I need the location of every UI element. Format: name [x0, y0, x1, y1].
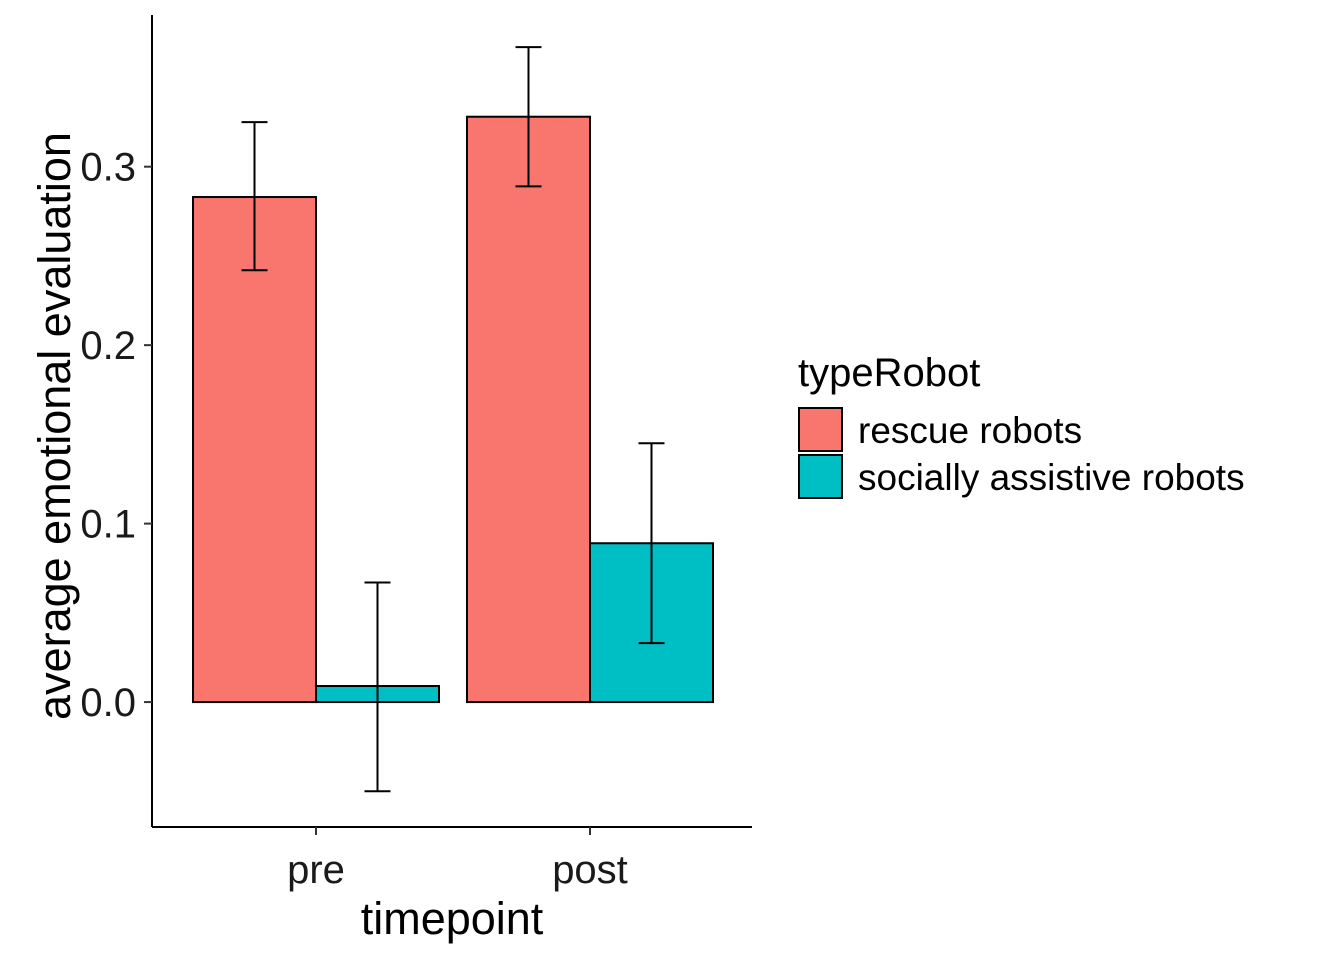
- errorbar-pre-series-0: [241, 121, 268, 272]
- legend-label-rescue-robots: rescue robots: [858, 410, 1082, 451]
- errorbars-layer: [241, 46, 665, 793]
- legend: typeRobot rescue robots socially assisti…: [798, 351, 1245, 499]
- legend-label-socially-assistive-robots: socially assistive robots: [858, 457, 1245, 498]
- x-axis-title: timepoint: [361, 893, 544, 944]
- errorbar-post-series-0: [515, 46, 542, 188]
- bar-post-series-0: [466, 115, 591, 704]
- bars-layer: [192, 115, 714, 704]
- legend-key-socially-assistive-robots: [798, 454, 843, 499]
- y-tick-label: 0.3: [80, 146, 136, 190]
- y-tick-label: 0.1: [80, 503, 136, 547]
- axes-layer: 0.0 0.1 0.2 0.3 pre post: [80, 15, 752, 892]
- errorbar-pre-series-1: [364, 581, 391, 793]
- y-tick-label: 0.2: [80, 324, 136, 368]
- x-tick-label-post: post: [552, 848, 628, 892]
- x-tick-label-pre: pre: [287, 848, 345, 892]
- y-axis-title: average emotional evaluation: [29, 132, 80, 720]
- errorbar-post-series-1: [638, 442, 665, 645]
- legend-title: typeRobot: [798, 351, 980, 395]
- legend-key-rescue-robots: [798, 407, 843, 452]
- y-tick-label: 0.0: [80, 681, 136, 725]
- bar-pre-series-0: [192, 196, 317, 704]
